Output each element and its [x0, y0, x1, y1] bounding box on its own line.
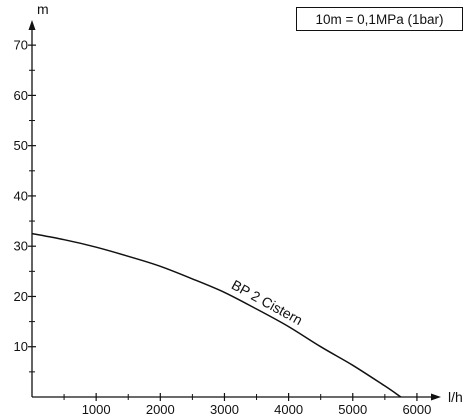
axes — [28, 20, 441, 401]
x-tick-label: 2000 — [146, 402, 175, 417]
y-axis-arrow — [28, 20, 36, 30]
x-tick-label: 3000 — [210, 402, 239, 417]
y-tick-label: 70 — [14, 38, 28, 53]
x-tick-label: 5000 — [338, 402, 367, 417]
unit-note-box — [296, 7, 463, 31]
x-tick-label: 1000 — [82, 402, 111, 417]
y-tick-label: 30 — [14, 239, 28, 254]
x-tick-label: 6000 — [402, 402, 431, 417]
unit-note: 10m = 0,1MPa (1bar) — [296, 7, 463, 31]
y-tick-label: 50 — [14, 138, 28, 153]
series-label: BP 2 Cistern — [229, 277, 305, 329]
unit-note-text: 10m = 0,1MPa (1bar) — [316, 12, 444, 27]
tick-labels: 1000 2000 3000 4000 5000 6000 10 20 30 40 50 60 70 — [14, 38, 432, 417]
x-tick-label: 4000 — [274, 402, 303, 417]
y-axis-label: m — [37, 1, 49, 17]
y-tick-label: 20 — [14, 289, 28, 304]
ticks — [28, 44, 418, 401]
series-line — [31, 232, 402, 398]
x-axis-label: l/h — [448, 389, 463, 405]
y-tick-label: 10 — [14, 339, 28, 354]
y-tick-label: 60 — [14, 88, 28, 103]
y-tick-label: 40 — [14, 188, 28, 203]
x-axis-arrow — [431, 393, 441, 401]
series-layer: BP 2 Cistern — [31, 232, 402, 398]
